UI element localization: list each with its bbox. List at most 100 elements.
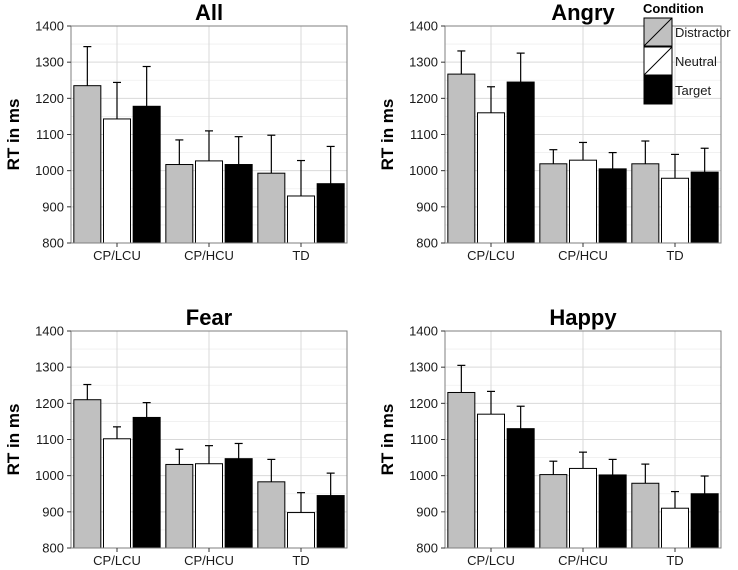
y-tick-label: 1200 xyxy=(35,91,64,106)
y-tick-label: 1100 xyxy=(36,432,64,447)
y-axis-label: RT in ms xyxy=(378,99,397,171)
bar-distractor-td xyxy=(257,481,286,549)
y-axis: 800 900 1000 1100 1200 1300 1400 xyxy=(409,19,445,251)
y-tick-label: 1300 xyxy=(35,55,64,70)
y-tick-label: 1100 xyxy=(410,432,438,447)
bar-distractor-cp-lcu xyxy=(447,391,476,549)
bar-neutral-cp-hcu xyxy=(569,159,597,244)
y-tick-label: 1400 xyxy=(35,324,64,339)
y-tick-label: 1300 xyxy=(35,360,64,375)
y-tick-label: 1000 xyxy=(35,163,64,178)
bar-target-td xyxy=(316,183,345,244)
x-tick-label: CP/LCU xyxy=(467,248,515,263)
bar-distractor-cp-hcu xyxy=(539,163,568,244)
bar-distractor-cp-hcu xyxy=(165,463,194,549)
y-tick-label: 1200 xyxy=(409,91,438,106)
x-tick-label: CP/HCU xyxy=(184,553,234,568)
y-tick-label: 1300 xyxy=(409,360,438,375)
bar-target-cp-hcu xyxy=(598,168,627,244)
x-tick-label: TD xyxy=(666,248,683,263)
x-tick-label: CP/LCU xyxy=(467,553,515,568)
y-axis: 800 900 1000 1100 1200 1300 1400 xyxy=(409,324,445,556)
x-tick-label: CP/LCU xyxy=(93,553,141,568)
y-tick-label: 800 xyxy=(42,236,64,251)
x-tick-label: TD xyxy=(292,248,309,263)
legend-swatch-slash xyxy=(643,75,673,105)
bar-target-cp-lcu xyxy=(506,81,535,244)
bar-target-cp-hcu xyxy=(598,474,627,549)
y-tick-label: 1400 xyxy=(409,19,438,34)
bar-neutral-td xyxy=(287,512,315,549)
bar-target-cp-lcu xyxy=(506,428,535,549)
bar-neutral-cp-hcu xyxy=(195,160,223,244)
panel-title: Fear xyxy=(186,305,233,330)
x-axis: CP/LCU CP/HCU TD xyxy=(467,548,684,568)
legend-key-target: Target xyxy=(643,75,712,105)
y-tick-label: 1000 xyxy=(409,468,438,483)
y-axis-label: RT in ms xyxy=(4,404,23,476)
bar-distractor-cp-lcu xyxy=(73,85,102,244)
bar-distractor-td xyxy=(257,172,286,244)
x-tick-label: CP/HCU xyxy=(558,248,608,263)
panel-title: Angry xyxy=(551,0,615,25)
y-tick-label: 1200 xyxy=(35,396,64,411)
y-tick-label: 1400 xyxy=(409,324,438,339)
panel-title: All xyxy=(195,0,223,25)
bar-distractor-cp-hcu xyxy=(165,164,194,244)
y-tick-label: 1200 xyxy=(409,396,438,411)
x-axis: CP/LCU CP/HCU TD xyxy=(93,548,310,568)
panel-angry: 800 900 1000 1100 1200 1300 1400 CP/LCU CP/HCU T… xyxy=(378,0,722,263)
error-bars xyxy=(457,50,709,179)
bar-neutral-td xyxy=(287,195,315,244)
y-tick-label: 1300 xyxy=(409,55,438,70)
bar-target-td xyxy=(316,495,345,549)
bar-neutral-cp-lcu xyxy=(477,112,505,244)
legend-label: Distractor xyxy=(675,25,731,40)
bar-target-td xyxy=(690,171,719,244)
legend-swatch-slash xyxy=(643,17,673,47)
y-axis-label: RT in ms xyxy=(378,404,397,476)
y-tick-label: 800 xyxy=(416,541,438,556)
error-bars xyxy=(457,364,709,509)
panel-fear: 800 900 1000 1100 1200 1300 1400 CP/LCU CP/HCU T… xyxy=(4,305,348,568)
bar-distractor-cp-lcu xyxy=(447,73,476,244)
panel-all: 800 900 1000 1100 1200 1300 1400 CP/LCU CP/HCU T… xyxy=(4,0,348,263)
y-tick-label: 1100 xyxy=(410,127,438,142)
error-bars xyxy=(83,383,335,513)
legend-label: Target xyxy=(675,83,712,98)
x-tick-label: CP/LCU xyxy=(93,248,141,263)
panel-title: Happy xyxy=(549,305,617,330)
legend-label: Neutral xyxy=(675,54,717,69)
y-tick-label: 1100 xyxy=(36,127,64,142)
bar-target-cp-lcu xyxy=(132,416,161,549)
y-tick-label: 900 xyxy=(416,199,438,214)
bar-neutral-cp-lcu xyxy=(103,438,131,549)
y-tick-label: 900 xyxy=(416,504,438,519)
bar-distractor-td xyxy=(631,482,660,549)
bar-neutral-cp-hcu xyxy=(195,463,223,549)
y-tick-label: 800 xyxy=(416,236,438,251)
bar-target-cp-hcu xyxy=(224,458,253,549)
error-bars xyxy=(83,46,335,196)
y-tick-label: 800 xyxy=(42,541,64,556)
x-tick-label: TD xyxy=(292,553,309,568)
bar-neutral-cp-hcu xyxy=(569,467,597,549)
bar-distractor-td xyxy=(631,163,660,244)
y-tick-label: 900 xyxy=(42,504,64,519)
y-tick-label: 1400 xyxy=(35,19,64,34)
legend-swatch-slash xyxy=(643,46,673,76)
legend-entries: Distractor Neutral Target xyxy=(643,17,731,105)
bar-distractor-cp-lcu xyxy=(73,399,102,549)
x-tick-label: TD xyxy=(666,553,683,568)
panel-happy: 800 900 1000 1100 1200 1300 1400 CP/LCU CP/HCU T… xyxy=(378,305,722,568)
bar-neutral-cp-lcu xyxy=(477,413,505,549)
bars xyxy=(73,399,345,549)
legend-key-distractor: Distractor xyxy=(643,17,731,47)
bar-neutral-td xyxy=(661,507,689,549)
y-axis: 800 900 1000 1100 1200 1300 1400 xyxy=(35,324,71,556)
legend-title: Condition xyxy=(643,1,704,16)
x-tick-label: CP/HCU xyxy=(558,553,608,568)
y-tick-label: 900 xyxy=(42,199,64,214)
legend: Condition Distractor Neutral Target xyxy=(643,1,731,105)
